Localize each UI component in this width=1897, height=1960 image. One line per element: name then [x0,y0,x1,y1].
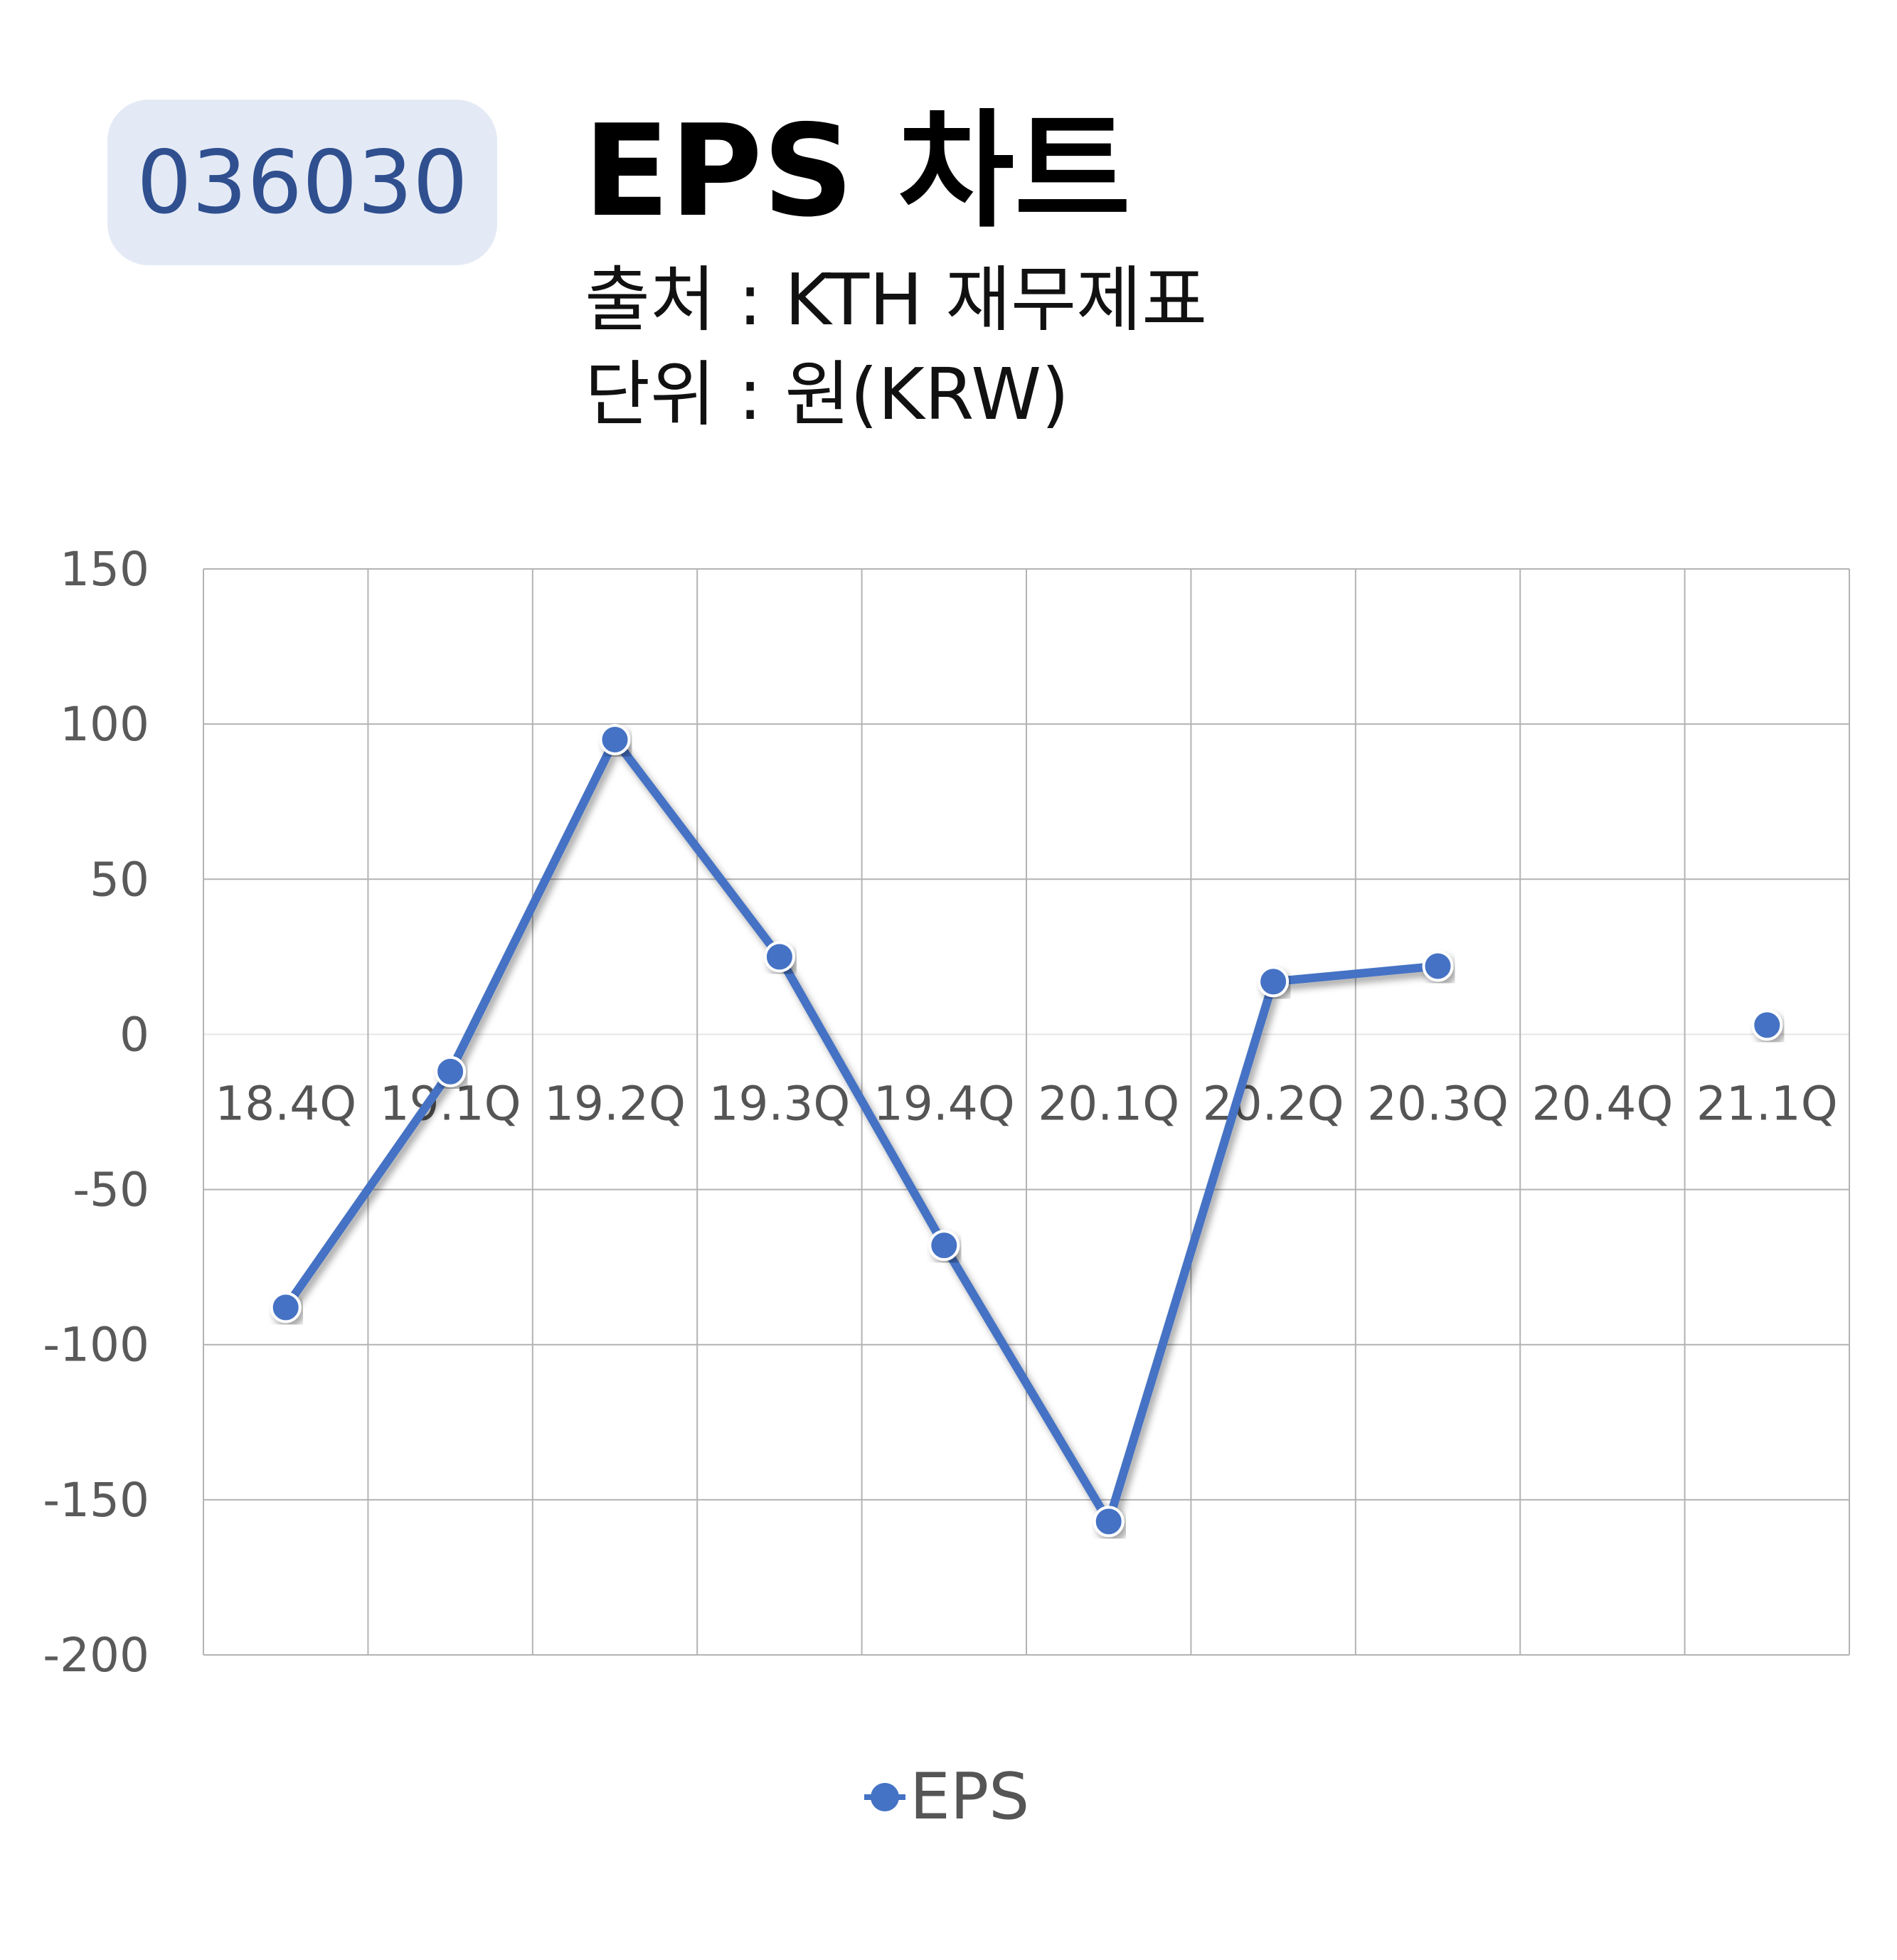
legend-marker-icon [864,1783,905,1811]
y-tick-label: 50 [90,852,149,907]
x-tick-label: 21.1Q [1696,1076,1838,1131]
data-point-eps [1422,950,1454,982]
unit-label: 단위 : 원(KRW) [585,353,1070,436]
legend: EPS [864,1765,1029,1829]
series-line-eps [281,735,1442,1526]
x-tick-label: 19.4Q [873,1076,1015,1131]
x-tick-label: 18.4Q [215,1076,356,1131]
x-tick-label: 19.2Q [544,1076,686,1131]
x-tick-label: 20.4Q [1531,1076,1673,1131]
series-eps [270,723,1783,1538]
data-point-eps [1751,1009,1783,1041]
data-point-eps [1093,1506,1125,1538]
x-tick-label: 19.3Q [708,1076,850,1131]
x-tick-label: 20.2Q [1203,1076,1344,1131]
y-tick-label: 100 [60,697,149,752]
source-label: 출처 : KTH 재무제표 [585,258,1208,341]
y-tick-label: 150 [60,542,149,597]
data-point-eps [763,941,795,973]
y-axis-ticks: 150 100 50 0 -50 -100 -150 -200 [43,542,149,1683]
grid-lines [203,568,1850,1656]
chart-title: EPS 차트 [583,97,1131,245]
stock-code-badge: 036030 [107,100,497,265]
y-tick-label: 0 [119,1007,149,1062]
y-tick-label: -100 [43,1318,149,1373]
data-point-eps [928,1230,960,1262]
y-tick-label: -50 [73,1163,149,1218]
y-tick-label: -150 [43,1473,149,1528]
data-point-eps [599,723,631,755]
y-tick-label: -200 [43,1628,149,1683]
data-point-eps [435,1055,467,1087]
x-tick-label: 20.1Q [1038,1076,1179,1131]
data-point-eps [1258,966,1290,998]
legend-label-eps: EPS [910,1759,1030,1834]
data-point-eps [270,1291,302,1323]
x-tick-label: 20.3Q [1367,1076,1509,1131]
